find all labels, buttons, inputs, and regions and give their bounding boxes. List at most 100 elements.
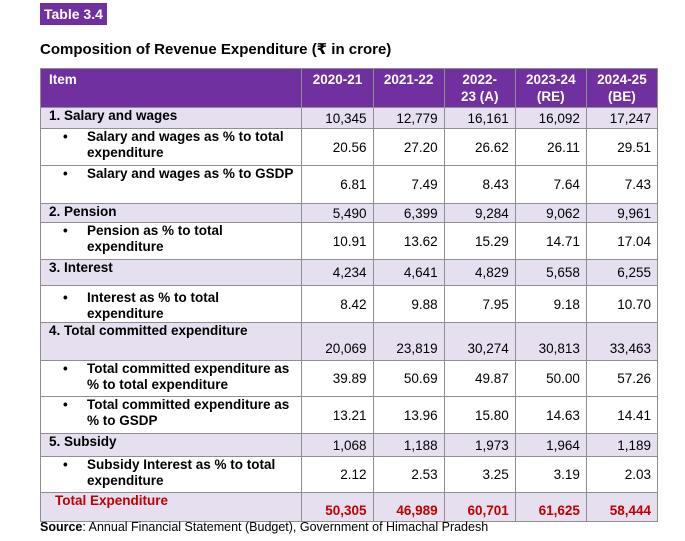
row-label: • Salary and wages as % to GSDP (39, 165, 303, 204)
cell-value: 13.96 (372, 396, 445, 434)
cell-value: 3.25 (443, 456, 516, 493)
cell-value: 29.51 (585, 128, 659, 166)
table-row: • Pension as % to total expenditure 10.91… (39, 222, 659, 260)
table-row: • Total committed expenditure as % to tot… (39, 360, 659, 397)
header-year: 2020-21 (301, 68, 374, 108)
cell-value: 17,247 (585, 107, 659, 129)
table-row: 5. Subsidy 1,068 1,188 1,973 1,964 1,189 (39, 433, 659, 457)
cell-value: 6,255 (585, 259, 659, 286)
cell-value: 60,701 (443, 492, 516, 522)
row-label: 4. Total committed expenditure (39, 322, 303, 361)
cell-value: 46,989 (372, 492, 445, 522)
cell-value: 16,161 (443, 107, 516, 129)
cell-value: 4,234 (301, 259, 374, 286)
row-label: • Salary and wages as % to total expendit… (39, 128, 303, 166)
cell-value: 50.69 (372, 360, 445, 397)
bullet-icon: • (63, 290, 68, 305)
cell-value: 8.43 (443, 165, 516, 204)
cell-value: 13.21 (301, 396, 374, 434)
table-number-tag: Table 3.4 (40, 3, 107, 25)
cell-value: 57.26 (585, 360, 659, 397)
cell-value: 50,305 (301, 492, 374, 522)
table-row: 3. Interest 4,234 4,641 4,829 5,658 6,25… (39, 259, 659, 286)
cell-value: 5,658 (514, 259, 587, 286)
cell-value: 26.11 (514, 128, 587, 166)
row-label: • Interest as % to total expenditure (39, 285, 303, 323)
cell-value: 1,068 (301, 433, 374, 457)
cell-value: 9.88 (372, 285, 445, 323)
table-row: • Subsidy Interest as % to total expendit… (39, 456, 659, 493)
cell-value: 50.00 (514, 360, 587, 397)
cell-value: 9,062 (514, 203, 587, 223)
cell-value: 20.56 (301, 128, 374, 166)
cell-value: 7.95 (443, 285, 516, 323)
row-label: 5. Subsidy (39, 433, 303, 457)
table-row: • Salary and wages as % to GSDP 6.81 7.49… (39, 165, 659, 204)
table-row: • Interest as % to total expenditure 8.42… (39, 285, 659, 323)
cell-value: 6.81 (301, 165, 374, 204)
bullet-icon: • (63, 166, 68, 181)
cell-value: 2.53 (372, 456, 445, 493)
cell-value: 2.03 (585, 456, 659, 493)
cell-value: 9,284 (443, 203, 516, 223)
source-label: Source (40, 520, 83, 534)
table-row: • Total committed expenditure as % to GSD… (39, 396, 659, 434)
cell-value: 4,829 (443, 259, 516, 286)
cell-value: 1,973 (443, 433, 516, 457)
table-row: • Salary and wages as % to total expendit… (39, 128, 659, 166)
cell-value: 30,274 (443, 322, 516, 361)
header-year: 2023-24 (RE) (514, 68, 587, 108)
table-row: 1. Salary and wages 10,345 12,779 16,161… (39, 107, 659, 129)
bullet-icon: • (63, 457, 68, 472)
row-label: • Pension as % to total expenditure (39, 222, 303, 260)
cell-value: 33,463 (585, 322, 659, 361)
bullet-icon: • (63, 129, 68, 144)
cell-value: 61,625 (514, 492, 587, 522)
row-label: • Subsidy Interest as % to total expendit… (39, 456, 303, 493)
cell-value: 10,345 (301, 107, 374, 129)
header-year: 2024-25 (BE) (585, 68, 659, 108)
header-year: 2022- 23 (A) (443, 68, 516, 108)
cell-value: 7.43 (585, 165, 659, 204)
cell-value: 27.20 (372, 128, 445, 166)
cell-value: 7.49 (372, 165, 445, 204)
row-label: • Total committed expenditure as % to GSD… (39, 396, 303, 434)
row-label: 3. Interest (39, 259, 303, 286)
cell-value: 5,490 (301, 203, 374, 223)
header-row: Item 2020-21 2021-22 2022- 23 (A) 2023-2… (39, 68, 659, 108)
cell-value: 6,399 (372, 203, 445, 223)
cell-value: 13.62 (372, 222, 445, 260)
table-row: 4. Total committed expenditure 20,069 23… (39, 322, 659, 361)
cell-value: 17.04 (585, 222, 659, 260)
cell-value: 12,779 (372, 107, 445, 129)
source-text: : Annual Financial Statement (Budget), G… (82, 520, 489, 534)
cell-value: 1,964 (514, 433, 587, 457)
cell-value: 14.63 (514, 396, 587, 434)
header-year: 2021-22 (372, 68, 445, 108)
cell-value: 9,961 (585, 203, 659, 223)
cell-value: 2.12 (301, 456, 374, 493)
cell-value: 1,188 (372, 433, 445, 457)
cell-value: 10.91 (301, 222, 374, 260)
cell-value: 10.70 (585, 285, 659, 323)
cell-value: 39.89 (301, 360, 374, 397)
source-note: Source: Annual Financial Statement (Budg… (40, 520, 488, 534)
total-row: Total Expenditure 50,305 46,989 60,701 6… (39, 492, 659, 522)
cell-value: 30,813 (514, 322, 587, 361)
cell-value: 15.29 (443, 222, 516, 260)
row-label: Total Expenditure (39, 492, 303, 522)
cell-value: 58,444 (585, 492, 659, 522)
bullet-icon: • (63, 361, 68, 376)
cell-value: 20,069 (301, 322, 374, 361)
cell-value: 8.42 (301, 285, 374, 323)
table-row: 2. Pension 5,490 6,399 9,284 9,062 9,961 (39, 203, 659, 223)
cell-value: 14.71 (514, 222, 587, 260)
bullet-icon: • (63, 397, 68, 412)
cell-value: 7.64 (514, 165, 587, 204)
cell-value: 4,641 (372, 259, 445, 286)
cell-value: 23,819 (372, 322, 445, 361)
cell-value: 16,092 (514, 107, 587, 129)
cell-value: 3.19 (514, 456, 587, 493)
cell-value: 14.41 (585, 396, 659, 434)
revenue-expenditure-table: Item 2020-21 2021-22 2022- 23 (A) 2023-2… (39, 68, 659, 522)
